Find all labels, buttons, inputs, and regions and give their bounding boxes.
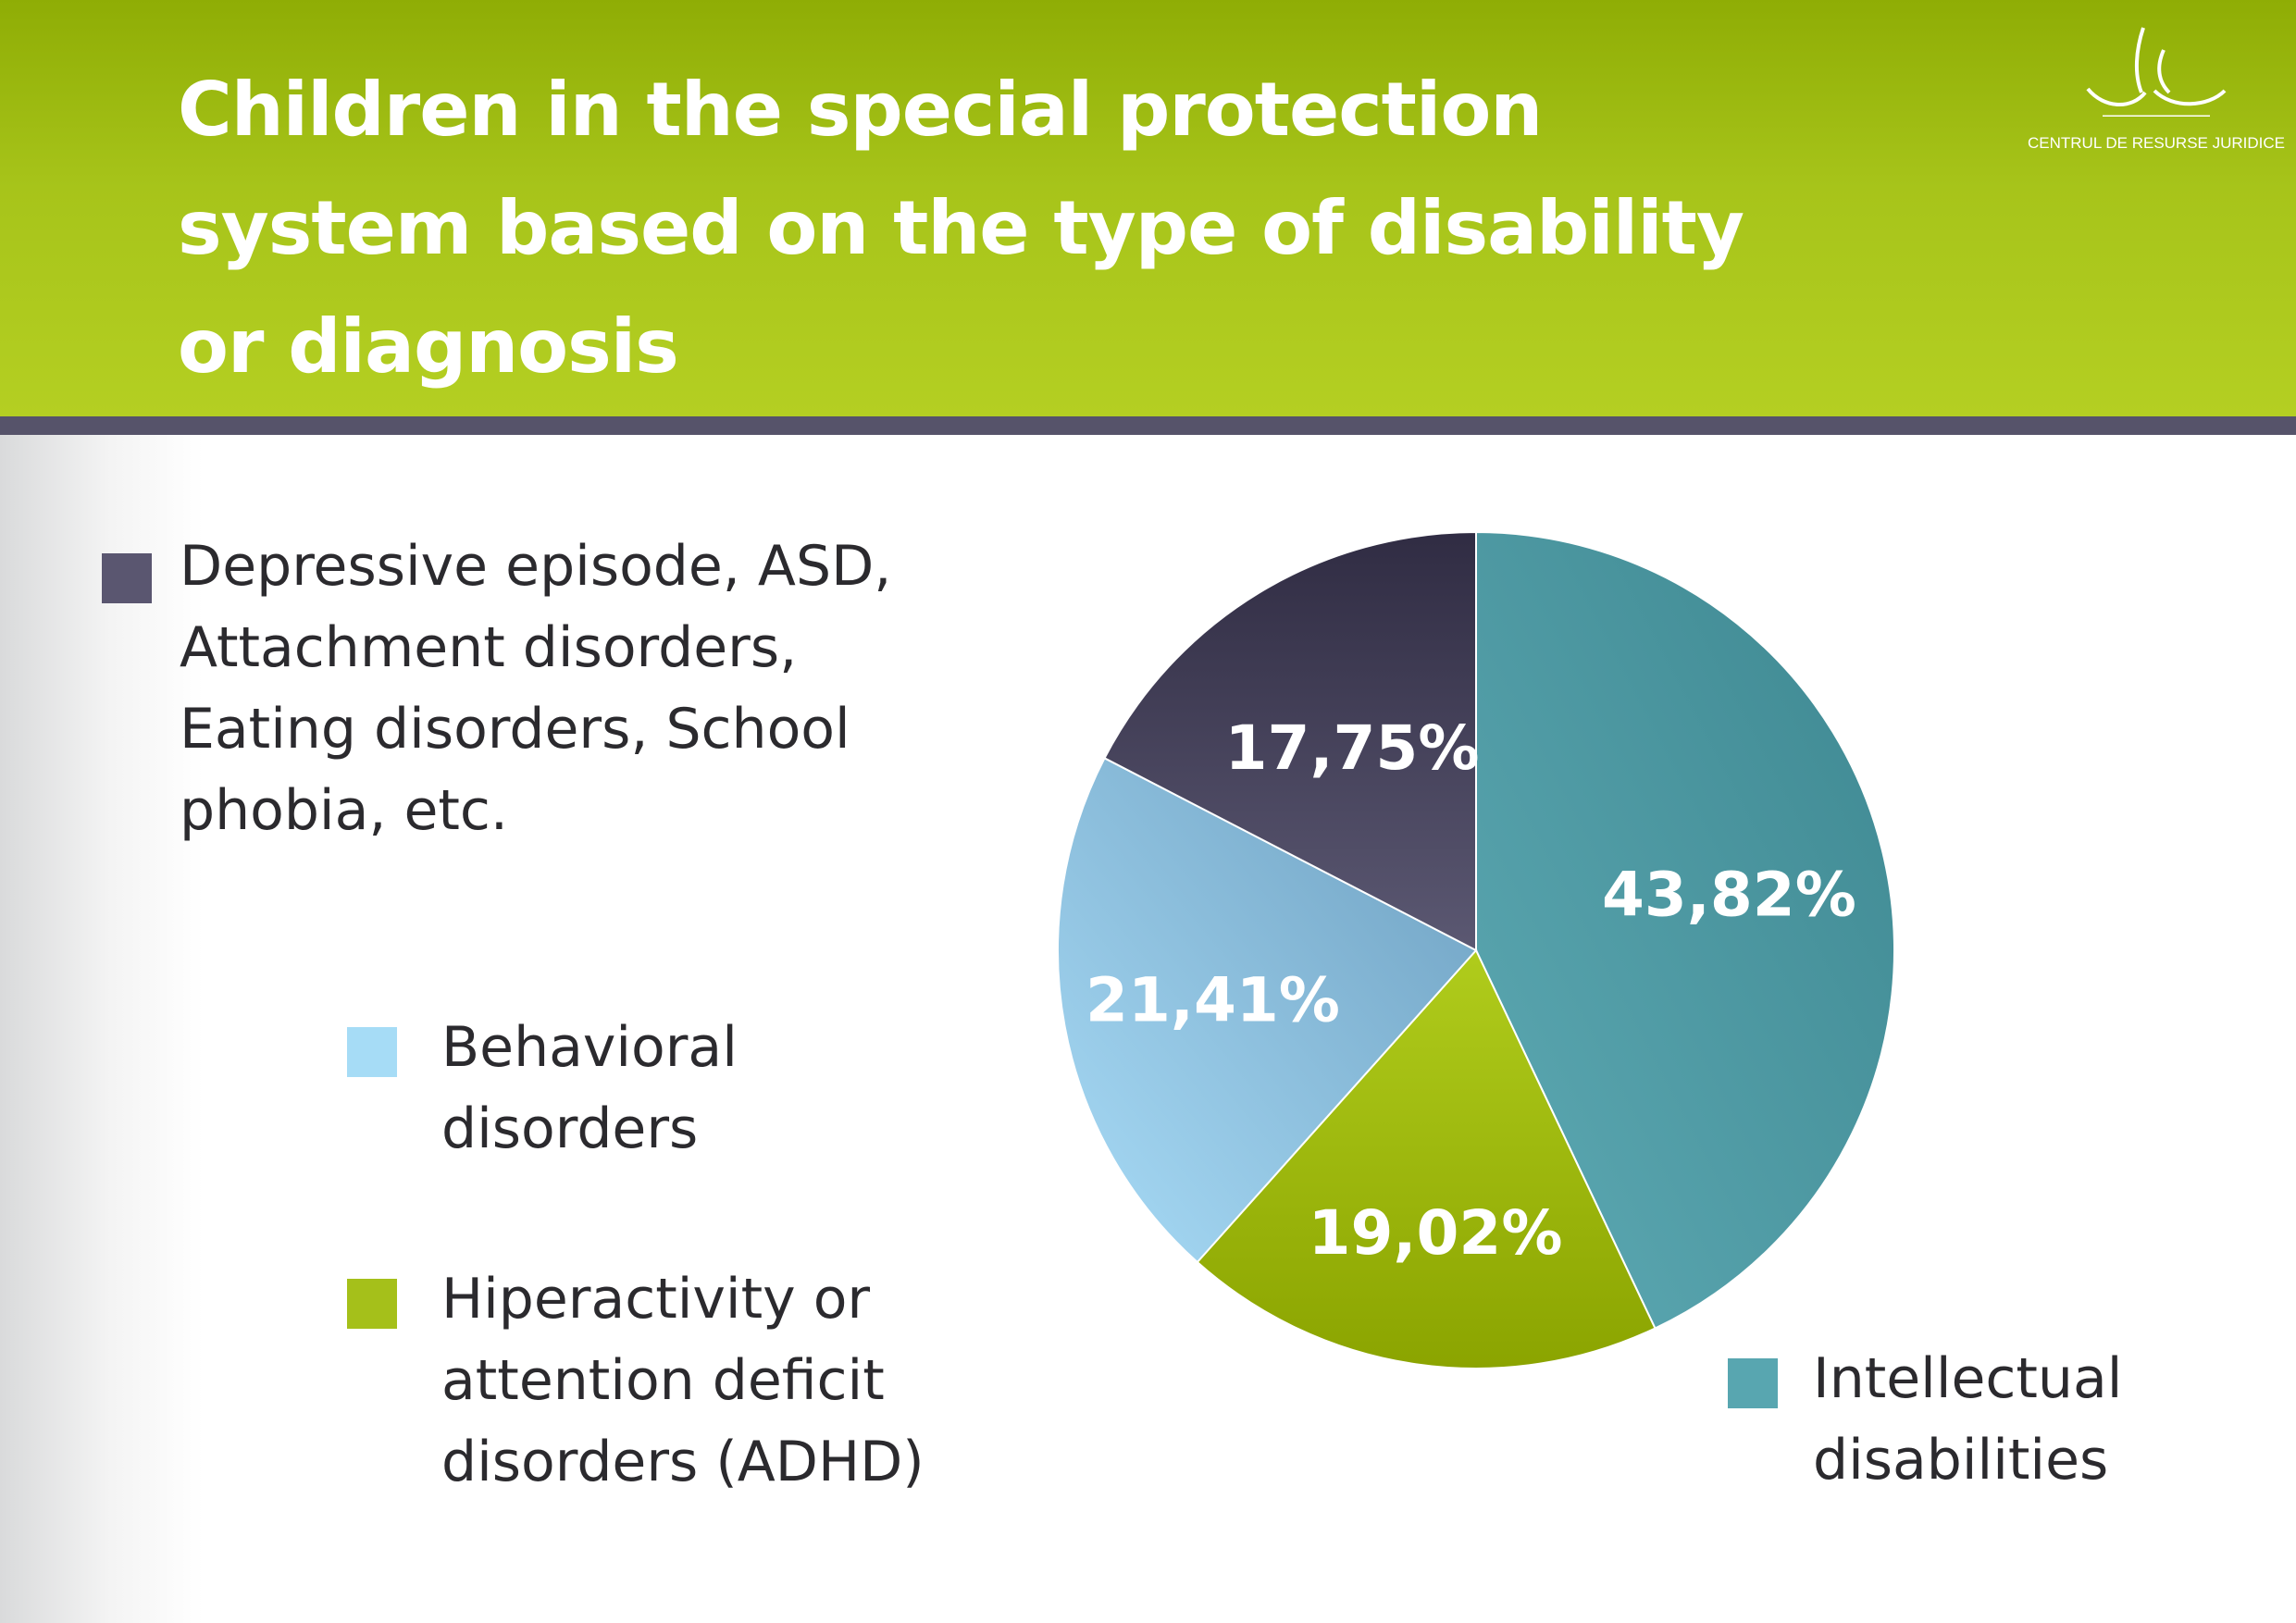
logo: CENTRUL DE RESURSE JURIDICE (2027, 24, 2286, 181)
logo-text: CENTRUL DE RESURSE JURIDICE (2027, 134, 2286, 152)
legend-label-behavioral: Behavioral disorders (441, 1015, 738, 1161)
data-label-depressive: 17,75% (1225, 712, 1480, 784)
legend-label-intellectual: Intellectual disabilities (1813, 1346, 2123, 1493)
pie-slice-depressive (1103, 530, 1477, 952)
header-divider (0, 416, 2296, 435)
legend-swatch-intellectual (1728, 1358, 1778, 1408)
pie-slice-behavioral (1057, 756, 1478, 1264)
data-label-behavioral: 21,41% (1086, 964, 1340, 1035)
pie-chart: 43,82% 19,02% 21,41% 17,75% (1018, 518, 1925, 1406)
legend-swatch-adhd (347, 1279, 397, 1329)
legend-label-adhd: Hiperactivity or attention deficit disor… (441, 1267, 925, 1494)
legend-swatch-depressive (102, 553, 152, 603)
pie-chart-svg: 43,82% 19,02% 21,41% 17,75% (1057, 530, 1895, 1369)
legend-label-depressive: Depressive episode, ASD, Attachment diso… (180, 534, 892, 843)
pie-slice-intellectual (1475, 530, 1895, 1330)
data-label-adhd: 19,02% (1309, 1197, 1563, 1269)
page-title: Children in the special protection syste… (178, 67, 1744, 390)
pie-slice-adhd (1196, 948, 1657, 1369)
logo-mark-icon (2086, 27, 2227, 117)
legend-swatch-behavioral (347, 1027, 397, 1077)
data-label-intellectual: 43,82% (1602, 860, 1856, 931)
header-banner (0, 0, 2296, 416)
